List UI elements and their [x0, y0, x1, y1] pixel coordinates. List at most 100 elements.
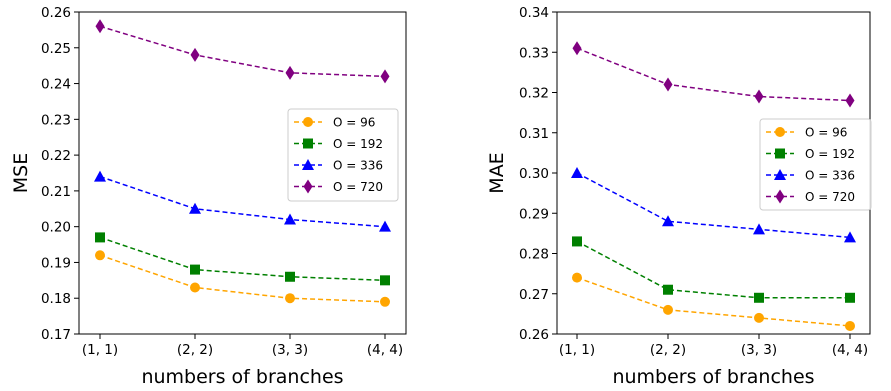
data-point — [845, 292, 855, 303]
x-tick-label: (2, 2) — [177, 342, 213, 358]
y-axis-title: MAE — [486, 152, 508, 193]
data-point — [95, 19, 105, 34]
legend-label: O = 336 — [333, 159, 383, 173]
legend-label: O = 720 — [805, 190, 855, 204]
y-tick-label: 0.26 — [519, 327, 549, 343]
data-point — [189, 202, 201, 214]
y-tick-label: 0.27 — [519, 287, 549, 303]
y-tick-label: 0.33 — [519, 45, 549, 61]
data-point — [754, 292, 764, 303]
data-point — [95, 250, 105, 261]
chart-panel-2: 0.26 0.27 0.28 0.29 0.30 0.31 0.32 0.33 0.34 (1, … — [486, 5, 872, 388]
data-point — [571, 167, 583, 178]
series-1 — [572, 272, 855, 331]
series-line — [576, 47, 851, 102]
data-point — [284, 213, 296, 225]
series-line — [99, 254, 386, 303]
series-4 — [572, 41, 855, 108]
x-tick-label: (4, 4) — [832, 342, 868, 358]
data-point — [380, 275, 390, 286]
legend: O = 96 O = 192 O = 336 O = 720 — [759, 118, 872, 211]
data-point — [753, 223, 765, 235]
legend-marker — [774, 169, 786, 180]
data-point — [285, 293, 295, 304]
data-point — [663, 304, 673, 315]
data-point — [845, 93, 855, 108]
data-point — [190, 47, 200, 62]
y-tick-label: 0.17 — [41, 327, 71, 343]
y-tick-label: 0.32 — [519, 86, 549, 102]
legend-label: O = 96 — [805, 126, 847, 140]
legend-label: O = 720 — [333, 180, 383, 194]
data-point — [572, 41, 582, 56]
series-3 — [571, 167, 856, 243]
series-4 — [95, 19, 390, 84]
data-point — [662, 215, 674, 227]
y-tick-label: 0.26 — [41, 5, 71, 21]
series-3 — [94, 170, 391, 232]
data-point — [380, 69, 390, 84]
y-tick-label: 0.23 — [41, 112, 71, 128]
series-2 — [95, 232, 390, 286]
y-tick-label: 0.19 — [41, 255, 71, 271]
legend-marker — [775, 148, 785, 159]
data-point — [190, 282, 200, 293]
x-tick-label: (2, 2) — [650, 342, 686, 358]
y-tick-label: 0.25 — [41, 41, 71, 57]
legend-marker — [775, 127, 785, 137]
legend-label: O = 96 — [333, 116, 375, 130]
data-point — [844, 231, 856, 243]
legend-box — [759, 118, 872, 211]
series-line — [576, 172, 851, 239]
legend-label: O = 192 — [805, 147, 855, 161]
data-point — [572, 272, 582, 283]
legend-label: O = 192 — [333, 137, 383, 151]
y-tick-label: 0.18 — [41, 291, 71, 307]
plot-frame — [78, 11, 407, 335]
x-tick-label: (4, 4) — [367, 342, 403, 358]
series-1 — [95, 250, 390, 307]
series-line — [99, 25, 386, 78]
series-line — [99, 236, 386, 282]
data-point — [379, 220, 391, 232]
y-tick-label: 0.34 — [519, 5, 549, 21]
legend: O = 96 O = 192 O = 336 O = 720 — [287, 108, 399, 202]
legend-marker — [303, 117, 313, 127]
legend-marker — [775, 189, 785, 204]
y-axis-title: MSE — [10, 153, 32, 193]
series-line — [99, 175, 386, 228]
x-axis-title: numbers of branches — [141, 366, 343, 388]
y-tick-label: 0.31 — [519, 126, 549, 142]
data-point — [845, 320, 855, 331]
legend-marker — [303, 179, 313, 194]
chart-panel-1: 0.17 0.18 0.19 0.20 0.21 0.22 0.23 0.24 0.25 0.26… — [10, 5, 407, 388]
series-2 — [572, 236, 855, 303]
data-point — [380, 296, 390, 307]
y-tick-label: 0.20 — [41, 220, 71, 236]
data-point — [663, 77, 673, 92]
x-tick-label: (3, 3) — [741, 342, 777, 358]
data-point — [663, 284, 673, 295]
x-tick-label: (3, 3) — [272, 342, 308, 358]
series-line — [576, 276, 851, 327]
y-tick-label: 0.22 — [41, 148, 71, 164]
data-point — [285, 65, 295, 80]
data-point — [94, 170, 106, 182]
series-line — [576, 240, 850, 299]
x-tick-label: (1, 1) — [82, 342, 118, 358]
data-point — [285, 271, 295, 282]
legend-marker — [302, 159, 314, 170]
y-tick-label: 0.24 — [41, 77, 71, 93]
data-point — [95, 232, 105, 243]
legend-label: O = 336 — [805, 169, 855, 183]
data-point — [754, 89, 764, 104]
y-tick-label: 0.29 — [519, 206, 549, 222]
legend-marker — [303, 138, 313, 149]
legend-box — [287, 108, 399, 202]
data-point — [754, 312, 764, 323]
data-point — [190, 264, 200, 275]
data-point — [572, 236, 582, 247]
y-tick-label: 0.30 — [519, 166, 549, 182]
y-tick-label: 0.21 — [41, 184, 71, 200]
